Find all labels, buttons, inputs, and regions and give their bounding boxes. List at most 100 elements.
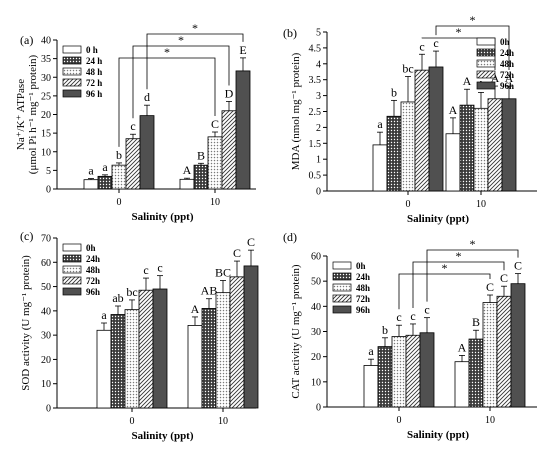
panel-b: (b) 0 0.5 1 1.5 2 2.5 3 3.5 4 4.5 5 0 10 Salinity (ppt… (283, 13, 537, 225)
legend-label: 24 h (86, 56, 102, 66)
y-tick-label: 70 (41, 234, 51, 245)
significance-letter: A (191, 302, 200, 316)
legend-label: 96h (356, 305, 370, 315)
x-tick-label: 10 (476, 199, 486, 210)
legend-swatch (62, 287, 82, 296)
y-tick-label: 0 (46, 404, 51, 415)
significance-letter: B (197, 148, 205, 162)
y-tick-label: 2.5 (309, 107, 322, 118)
panel-d: (d) 0 10 20 30 40 50 60 0 10 Salinity (ppt) CAT act… (283, 230, 537, 441)
bar (215, 292, 231, 409)
legend-label: 0h (356, 261, 366, 271)
legend-swatch (62, 45, 82, 54)
y-tick-label: 60 (41, 258, 51, 269)
significance-letter: C (233, 246, 241, 260)
significance-letter: C (514, 259, 522, 273)
significance-bracket (118, 57, 216, 147)
bar (454, 361, 470, 408)
y-tick-label: 5 (316, 28, 321, 39)
y-tick-label: 30 (41, 73, 51, 84)
legend-label: 72h (86, 276, 100, 286)
y-tick-label: 50 (41, 282, 51, 293)
significance-letter: A (458, 340, 467, 354)
significance-letter: c (157, 261, 162, 275)
legend-label: 24h (500, 48, 514, 58)
significance-letter: b (391, 85, 397, 99)
significance-letter: A (505, 71, 514, 85)
significance-letter: a (377, 117, 383, 131)
bar (193, 164, 209, 190)
legend-swatch (62, 276, 82, 285)
bar (445, 133, 461, 192)
bar (243, 265, 259, 409)
legend-label: 48 h (86, 67, 102, 77)
y-axis-unit: (μmol Pi h⁻¹ mg⁻¹ protein) (27, 54, 39, 174)
legend-label: 24h (356, 272, 370, 282)
significance-bracket (412, 261, 505, 308)
y-tick-label: 4.5 (309, 43, 322, 54)
bar (419, 332, 435, 408)
significance-letter: c (424, 303, 429, 317)
x-tick-label: 0 (130, 416, 135, 427)
legend-label: 48h (356, 283, 370, 293)
bar (83, 179, 99, 190)
y-tick-label: 25 (41, 91, 51, 102)
significance-letter: c (419, 39, 424, 53)
significance-letter: AB (201, 284, 218, 298)
y-tick-label: 40 (41, 306, 51, 317)
legend-label: 72 h (86, 78, 102, 88)
significance-letter: c (143, 263, 148, 277)
legend-label: 96h (86, 287, 100, 297)
legend-label: 48h (86, 265, 100, 275)
y-tick-label: 15 (41, 129, 51, 140)
bar (405, 334, 421, 408)
bar (482, 302, 498, 408)
bar (229, 276, 245, 409)
legend-label: 0h (500, 37, 510, 47)
y-tick-label: 0 (316, 403, 321, 414)
legend-label: 0h (86, 243, 96, 253)
significance-star: * (442, 261, 448, 275)
significance-bracket (426, 249, 519, 302)
significance-letter: C (211, 117, 219, 131)
significance-star: * (456, 25, 462, 39)
y-tick-label: 30 (41, 331, 51, 342)
y-tick-label: 20 (41, 355, 51, 366)
y-axis-title: CAT activity (U mg⁻¹ protein) (290, 264, 302, 398)
y-tick-label: 2 (316, 123, 321, 134)
bar (496, 295, 512, 408)
y-tick-label: 20 (311, 352, 321, 363)
legend-swatch (62, 56, 82, 65)
panel-label: (c) (20, 229, 33, 243)
significance-letter: A (463, 74, 472, 88)
legend-label: 96h (500, 81, 514, 91)
significance-star: * (178, 33, 184, 47)
y-tick-label: 35 (41, 54, 51, 65)
x-axis-title: Salinity (ppt) (407, 429, 469, 441)
significance-letter: bc (126, 285, 137, 299)
significance-letter: C (500, 271, 508, 285)
significance-bracket (435, 25, 510, 71)
y-tick-label: 0 (316, 187, 321, 198)
panel-label: (d) (283, 230, 297, 244)
significance-letter: b (382, 323, 388, 337)
x-tick-label: 0 (406, 199, 411, 210)
significance-letter: C (247, 235, 255, 249)
x-tick-label: 10 (218, 416, 228, 427)
panel-label: (a) (20, 33, 33, 47)
panel-label: (b) (283, 26, 297, 40)
bar (97, 175, 113, 190)
legend-swatch (476, 37, 496, 46)
bar (428, 66, 444, 192)
legend-label: 96 h (86, 89, 102, 99)
y-tick-label: 30 (311, 327, 321, 338)
bar (110, 314, 126, 409)
bar (473, 107, 489, 192)
y-tick-label: 1 (316, 155, 321, 166)
bar (377, 346, 393, 408)
y-tick-label: 5 (46, 166, 51, 177)
significance-letter: ab (112, 291, 123, 305)
bar (179, 178, 195, 190)
y-tick-label: 10 (311, 377, 321, 388)
